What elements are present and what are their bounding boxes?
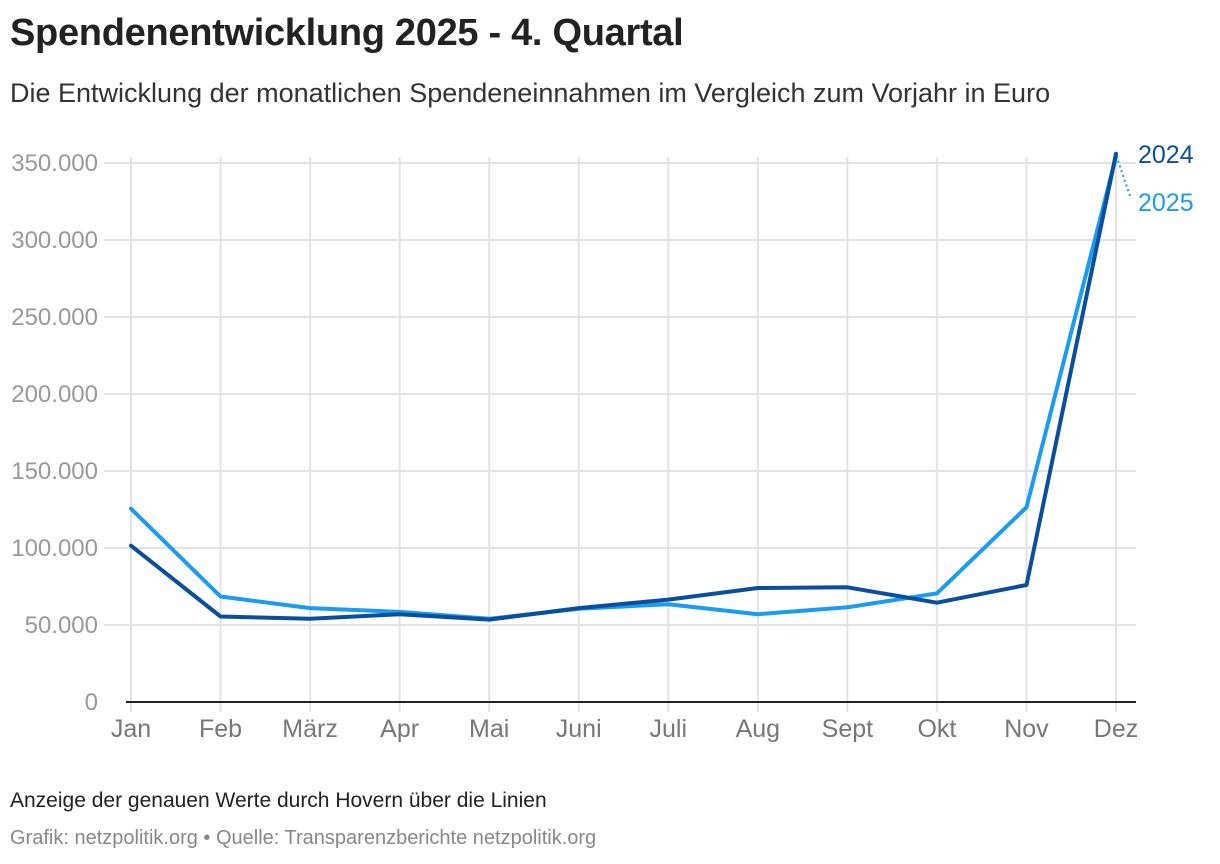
y-gridlines (104, 162, 1136, 626)
y-tick-label: 300.000 (11, 227, 98, 254)
y-tick-label: 0 (85, 689, 98, 716)
x-tick-label: Okt (917, 715, 956, 743)
x-gridlines (130, 157, 1117, 712)
x-tick-label: Mai (469, 715, 509, 743)
y-tick-label: 200.000 (11, 381, 98, 408)
y-tick-label: 150.000 (11, 458, 98, 485)
source-credit: Grafik: netzpolitik.org • Quelle: Transp… (10, 827, 597, 849)
x-tick-label: Juni (556, 715, 602, 743)
x-tick-label: Juli (650, 715, 688, 743)
chart-subtitle: Die Entwicklung der monatlichen Spendene… (10, 78, 1051, 108)
hover-note: Anzeige der genauen Werte durch Hovern ü… (10, 789, 547, 812)
label-connector-2025 (1117, 160, 1132, 200)
x-tick-label: Feb (199, 715, 242, 743)
x-tick-label: Nov (1004, 715, 1049, 743)
chart-title: Spendenentwicklung 2025 - 4. Quartal (10, 12, 684, 54)
x-axis-labels: Jan Feb März Apr Mai Juni Juli Aug Sept Okt Nov Dez (111, 715, 1138, 743)
x-tick-label: Jan (111, 715, 151, 743)
x-tick-label: Apr (380, 715, 419, 743)
y-tick-label: 50.000 (25, 612, 98, 639)
y-tick-label: 350.000 (11, 150, 98, 177)
series-label-2025: 2025 (1138, 189, 1194, 217)
x-tick-label: Sept (822, 715, 873, 743)
y-axis-labels: 0 50.000 100.000 150.000 200.000 250.000 300.0… (11, 150, 98, 716)
y-tick-label: 250.000 (11, 304, 98, 331)
x-tick-label: März (282, 715, 338, 743)
series-line-2025[interactable] (129, 154, 1118, 621)
x-tick-label: Dez (1094, 715, 1138, 743)
line-chart[interactable]: 0 50.000 100.000 150.000 200.000 250.000 300.0… (0, 130, 1220, 770)
series-lines[interactable] (129, 151, 1118, 622)
series-line-2024[interactable] (129, 151, 1118, 622)
y-tick-label: 100.000 (11, 535, 98, 562)
series-label-2024: 2024 (1138, 141, 1194, 169)
x-tick-label: Aug (736, 715, 780, 743)
series-end-labels: 2024 2025 (1117, 141, 1194, 217)
